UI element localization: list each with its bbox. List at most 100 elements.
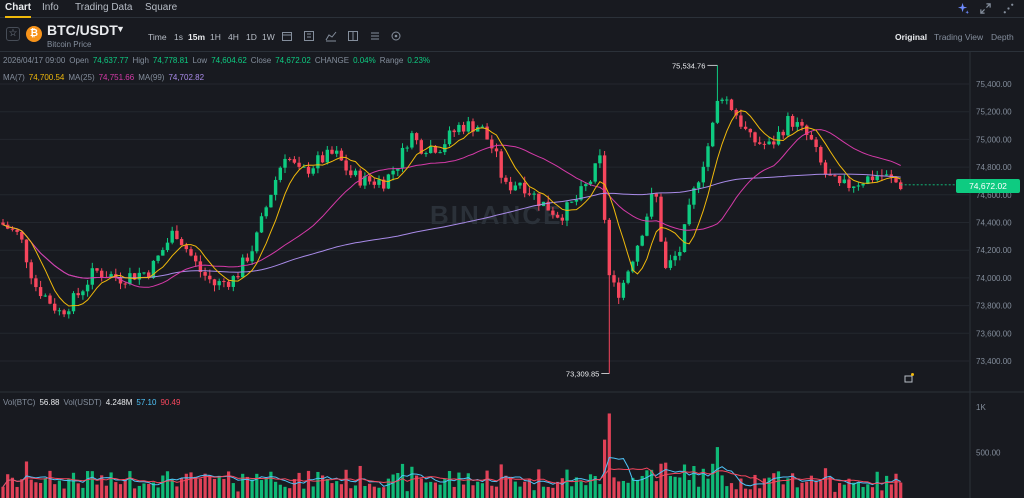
view-original[interactable]: Original [895,32,928,42]
candle-body [504,177,508,182]
caret-down-icon[interactable]: ▼ [116,24,125,34]
candle-body [555,214,560,218]
volume-bar [598,484,602,498]
volume-bar [349,488,353,498]
candle-body [339,150,344,161]
candle-body [71,293,76,312]
candle-body [508,181,513,191]
volume-bar [114,482,118,498]
volume-bar [438,484,442,498]
volume-bar [687,479,691,498]
indicator-icon[interactable] [303,30,315,42]
ma25-value: 74,751.66 [98,73,135,82]
candle-body [217,281,221,286]
calendar-icon[interactable] [281,30,293,42]
candle-body [189,249,193,256]
volume-bar [654,481,658,498]
candle-body [725,99,729,101]
volume-bar [76,483,80,498]
volume-bar [546,486,550,498]
candle-body [790,116,795,127]
candle-body [819,147,823,163]
candle-body [208,275,212,280]
candle-body [635,245,640,262]
volume-bar [236,491,240,498]
candle-body [588,181,593,185]
tab-trading-data[interactable]: Trading Data [75,2,133,13]
timeframe-15m[interactable]: 15m [188,32,206,42]
candle-body [132,273,137,280]
more-icon[interactable] [1002,2,1015,15]
volume-bar [71,472,76,498]
timeframe-4h[interactable]: 4H [228,32,239,42]
volume-bar [123,479,127,498]
candle-body [273,179,278,195]
volume-bar [786,478,790,498]
timeframe-1w[interactable]: 1W [262,32,275,42]
volume-bar [621,480,625,498]
candle-body [692,188,696,205]
tab-square[interactable]: Square [145,2,178,13]
candle-body [316,155,320,169]
price-tick-label: 75,000.00 [976,135,1012,144]
timeframe-1s[interactable]: 1s [174,32,183,42]
candle-body [382,179,386,189]
pair-selector[interactable]: BTC/USDT [47,22,118,38]
low-value: 74,604.62 [211,56,247,65]
volume-bar [772,473,776,498]
chart-type-icon[interactable] [325,30,337,42]
volume-bar [386,478,390,498]
volume-bar [81,487,85,498]
sparkle-icon[interactable] [957,2,970,15]
volume-bar [650,469,654,498]
candle-body [443,144,447,153]
volume-bar [255,473,259,498]
ma-legend: MA(7) 74,700.54 MA(25) 74,751.66 MA(99) 74,70… [3,73,205,82]
volume-bar [339,484,343,498]
change-value: 0.04% [353,56,376,65]
candle-body [640,235,644,246]
timeframe-1d[interactable]: 1D [246,32,257,42]
favorite-star-icon[interactable]: ☆ [6,27,20,41]
layout-icon[interactable] [347,30,359,42]
expand-icon[interactable] [979,2,992,15]
settings-icon[interactable] [369,30,381,42]
high-annotation-label: 75,534.76 [672,61,705,70]
view-depth[interactable]: Depth [991,32,1014,42]
candle-body [513,185,517,191]
ma7-value: 74,700.54 [28,73,65,82]
candlestick-chart[interactable]: 75,400.00 75,200.00 75,000.00 74,800.00 74,6… [0,52,1024,498]
tab-info[interactable]: Info [42,2,59,13]
tab-chart[interactable]: Chart [5,2,32,18]
chart-lock-icon[interactable] [904,373,914,383]
volume-bar [410,466,414,498]
timeframe-1h[interactable]: 1H [210,32,221,42]
candle-body [565,202,569,221]
candle-body [518,182,522,186]
candle-body [184,245,188,250]
candle-body [574,199,579,202]
candle-body [255,232,259,252]
candle-body [292,159,297,163]
drawing-icon[interactable] [390,30,402,42]
candle-body [560,217,564,221]
volume-bar [269,471,273,498]
candle-body [729,99,734,111]
candle-body [410,133,414,148]
view-trading-view[interactable]: Trading View [934,32,984,42]
candle-body [875,175,879,181]
ma25-line [2,129,901,288]
volume-bar [283,486,287,498]
range-value: 0.23% [407,56,431,65]
volume-bar [852,482,856,498]
candle-body [447,130,452,145]
ma99-value: 74,702.82 [168,73,205,82]
candle-body [283,158,287,168]
timeframe-time[interactable]: Time [148,32,167,42]
volume-bar [452,486,456,498]
candle-body [151,260,156,278]
volume-tick-label: 1K [976,403,986,412]
volume-bar [170,479,174,498]
volume-bar [494,486,499,498]
volume-bar [607,413,611,498]
